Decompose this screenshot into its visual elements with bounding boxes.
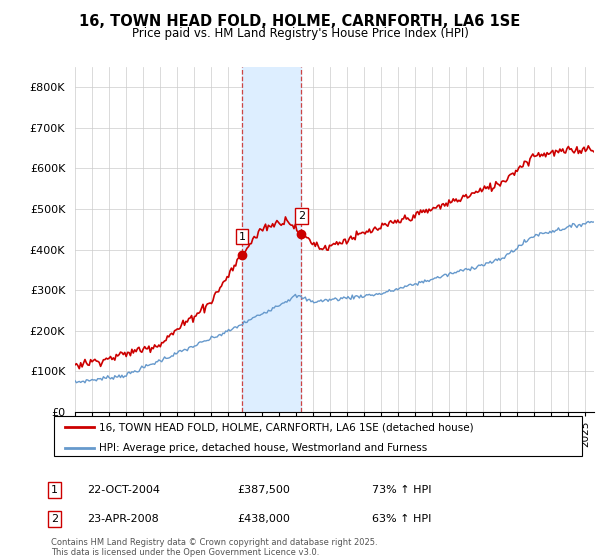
Text: 2: 2 [298, 211, 305, 221]
Text: HPI: Average price, detached house, Westmorland and Furness: HPI: Average price, detached house, West… [99, 442, 427, 452]
Text: Price paid vs. HM Land Registry's House Price Index (HPI): Price paid vs. HM Land Registry's House … [131, 27, 469, 40]
Text: 22-OCT-2004: 22-OCT-2004 [87, 485, 160, 495]
Text: 2: 2 [51, 514, 58, 524]
Bar [242, 67, 301, 412]
Text: 73% ↑ HPI: 73% ↑ HPI [372, 485, 431, 495]
Text: £387,500: £387,500 [237, 485, 290, 495]
Text: Contains HM Land Registry data © Crown copyright and database right 2025.
This d: Contains HM Land Registry data © Crown c… [51, 538, 377, 557]
Text: 16, TOWN HEAD FOLD, HOLME, CARNFORTH, LA6 1SE: 16, TOWN HEAD FOLD, HOLME, CARNFORTH, LA… [79, 14, 521, 29]
Text: £438,000: £438,000 [237, 514, 290, 524]
Text: 1: 1 [238, 232, 245, 241]
Text: 63% ↑ HPI: 63% ↑ HPI [372, 514, 431, 524]
Text: 16, TOWN HEAD FOLD, HOLME, CARNFORTH, LA6 1SE (detached house): 16, TOWN HEAD FOLD, HOLME, CARNFORTH, LA… [99, 422, 473, 432]
Text: 1: 1 [51, 485, 58, 495]
Text: 23-APR-2008: 23-APR-2008 [87, 514, 159, 524]
